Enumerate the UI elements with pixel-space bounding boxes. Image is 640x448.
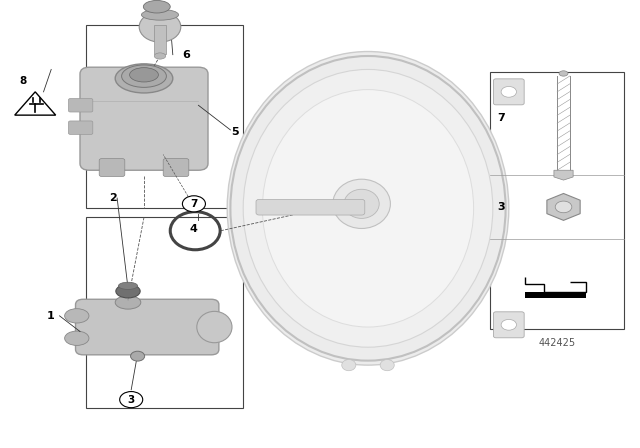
Bar [86,217,243,408]
Text: 2: 2 [109,193,117,203]
Bar [86,25,243,208]
Text: 5: 5 [232,127,239,137]
Text: 1: 1 [47,311,54,321]
FancyBboxPatch shape [493,79,524,105]
Ellipse shape [243,69,493,347]
Ellipse shape [559,71,568,76]
FancyBboxPatch shape [68,99,93,112]
Text: 442425: 442425 [538,338,575,348]
Ellipse shape [65,309,89,323]
Text: 6: 6 [182,50,190,60]
Ellipse shape [344,189,379,218]
Ellipse shape [143,0,170,13]
Ellipse shape [115,296,141,309]
Text: 7: 7 [497,113,505,123]
Ellipse shape [140,12,181,42]
Ellipse shape [65,331,89,345]
Ellipse shape [115,64,173,93]
FancyBboxPatch shape [76,299,219,355]
Text: 7: 7 [190,199,198,209]
Text: 3: 3 [497,202,505,212]
Text: 3: 3 [127,395,135,405]
Ellipse shape [380,359,394,370]
Circle shape [501,319,516,330]
Text: 4: 4 [189,224,197,234]
Ellipse shape [118,282,138,289]
Ellipse shape [141,9,179,20]
Ellipse shape [129,68,159,82]
Circle shape [120,392,143,408]
Ellipse shape [154,53,166,59]
Ellipse shape [131,351,145,361]
FancyBboxPatch shape [80,67,208,170]
FancyBboxPatch shape [99,159,125,177]
Ellipse shape [262,90,474,327]
Text: 8: 8 [19,76,27,86]
Bar [154,25,166,54]
Bar [490,72,624,329]
Ellipse shape [122,65,166,87]
Circle shape [182,196,205,212]
FancyBboxPatch shape [68,121,93,134]
Circle shape [555,201,572,213]
Ellipse shape [197,311,232,343]
FancyBboxPatch shape [493,312,524,338]
Polygon shape [554,170,573,180]
Bar [525,292,586,297]
Ellipse shape [227,52,509,365]
FancyBboxPatch shape [256,199,365,215]
Circle shape [501,86,516,97]
Ellipse shape [333,179,390,228]
Ellipse shape [116,284,140,298]
Ellipse shape [342,359,356,370]
FancyBboxPatch shape [163,159,189,177]
